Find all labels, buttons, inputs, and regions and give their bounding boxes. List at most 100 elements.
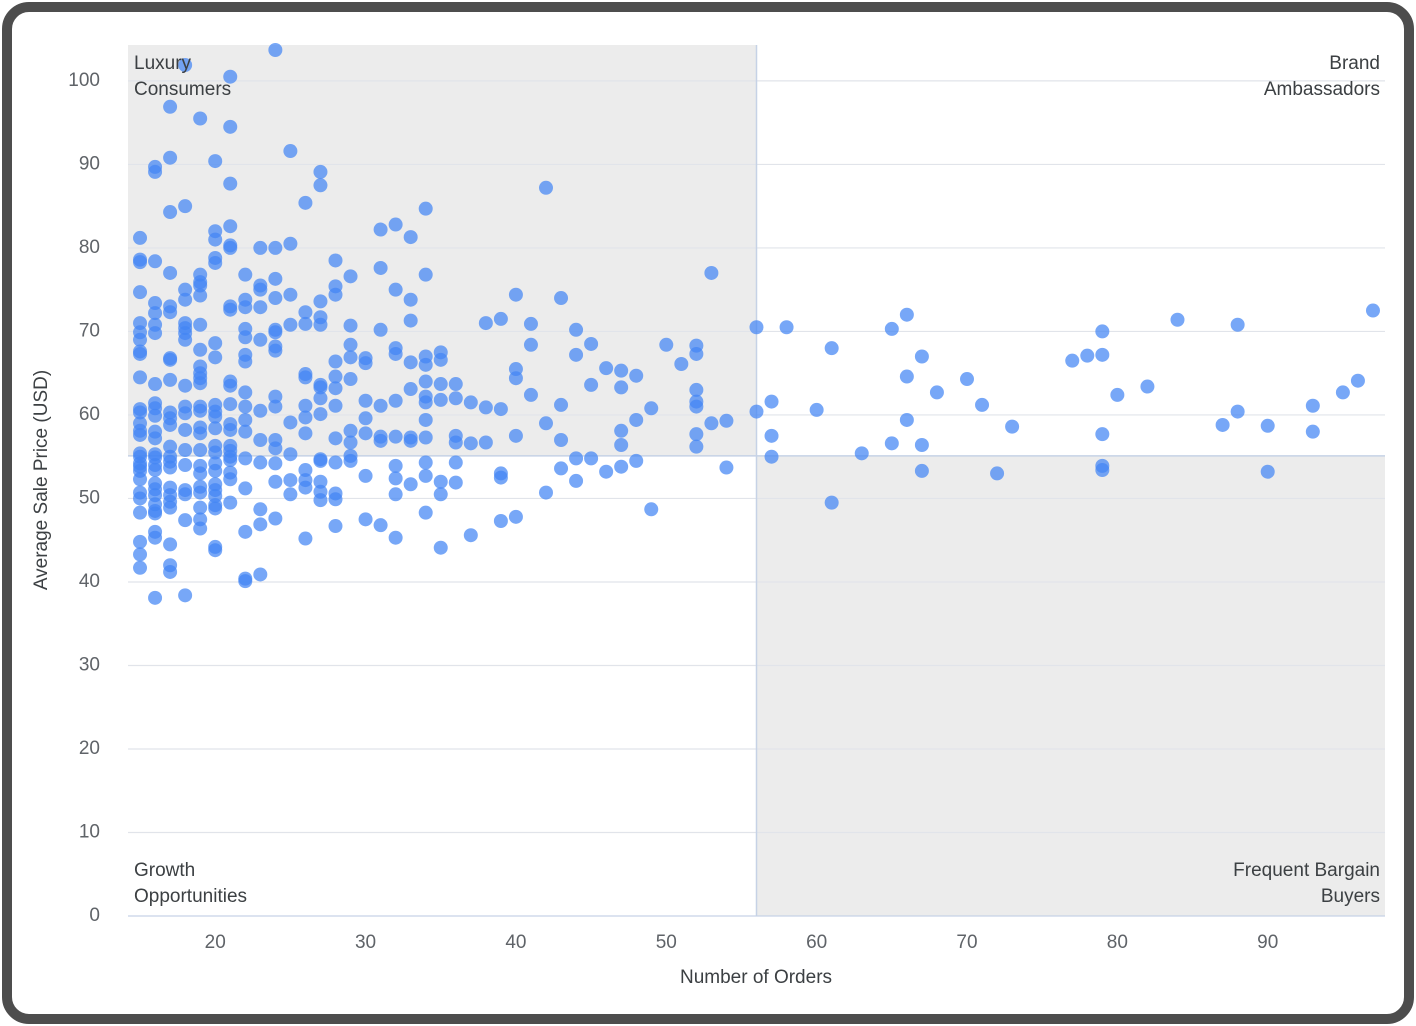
scatter-point xyxy=(178,58,193,73)
scatter-point xyxy=(629,453,644,468)
quadrant-label: Growth xyxy=(134,860,195,881)
scatter-point xyxy=(1230,317,1245,332)
scatter-point xyxy=(749,320,764,335)
y-tick-label: 90 xyxy=(79,153,100,174)
scatter-point xyxy=(238,524,253,539)
scatter-point xyxy=(298,410,313,425)
scatter-point xyxy=(554,291,569,306)
scatter-point xyxy=(193,403,208,418)
scatter-point xyxy=(1215,417,1230,432)
scatter-point xyxy=(373,322,388,337)
scatter-point xyxy=(253,502,268,517)
scatter-point xyxy=(313,380,328,395)
scatter-point xyxy=(133,405,148,420)
scatter-point xyxy=(418,267,433,282)
scatter-point xyxy=(388,346,403,361)
scatter-point xyxy=(824,495,839,510)
scatter-point xyxy=(223,69,238,84)
scatter-point xyxy=(388,429,403,444)
scatter-point xyxy=(493,514,508,529)
scatter-point xyxy=(163,305,178,320)
scatter-point xyxy=(268,271,283,286)
scatter-point xyxy=(298,305,313,320)
scatter-point xyxy=(493,470,508,485)
x-axis-label: Number of Orders xyxy=(680,967,832,988)
scatter-point xyxy=(1260,464,1275,479)
scatter-point xyxy=(148,296,163,311)
scatter-point xyxy=(328,354,343,369)
scatter-point xyxy=(238,451,253,466)
quadrant-label: Ambassadors xyxy=(1264,79,1380,100)
scatter-point xyxy=(163,99,178,114)
scatter-point xyxy=(148,254,163,269)
scatter-point xyxy=(373,398,388,413)
scatter-point xyxy=(373,260,388,275)
scatter-point xyxy=(298,398,313,413)
scatter-point xyxy=(448,435,463,450)
scatter-point xyxy=(929,385,944,400)
y-tick-label: 100 xyxy=(68,70,100,91)
scatter-point xyxy=(328,398,343,413)
scatter-point xyxy=(298,463,313,478)
scatter-point xyxy=(328,492,343,507)
scatter-point xyxy=(403,433,418,448)
scatter-point xyxy=(253,517,268,532)
scatter-point xyxy=(388,458,403,473)
quadrant-shade xyxy=(756,455,1385,916)
scatter-point xyxy=(899,307,914,322)
scatter-point xyxy=(298,367,313,382)
scatter-point xyxy=(148,326,163,341)
scatter-point xyxy=(418,374,433,389)
scatter-point xyxy=(193,500,208,515)
scatter-point xyxy=(133,560,148,575)
scatter-point xyxy=(1170,312,1185,327)
scatter-point xyxy=(283,287,298,302)
scatter-point xyxy=(268,240,283,255)
scatter-point xyxy=(253,432,268,447)
scatter-point xyxy=(163,372,178,387)
scatter-point xyxy=(208,350,223,365)
scatter-point xyxy=(764,449,779,464)
scatter-point xyxy=(1335,385,1350,400)
scatter-point xyxy=(418,357,433,372)
scatter-point xyxy=(614,363,629,378)
scatter-point xyxy=(253,282,268,297)
scatter-point xyxy=(268,441,283,456)
x-tick-label: 20 xyxy=(205,932,226,953)
scatter-point xyxy=(133,285,148,300)
scatter-point xyxy=(208,232,223,247)
scatter-point xyxy=(343,435,358,450)
scatter-point xyxy=(133,534,148,549)
scatter-point xyxy=(313,493,328,508)
scatter-point xyxy=(403,292,418,307)
scatter-point xyxy=(1305,424,1320,439)
scatter-point xyxy=(178,378,193,393)
scatter-point xyxy=(313,391,328,406)
scatter-point xyxy=(178,443,193,458)
scatter-point xyxy=(418,412,433,427)
scatter-point xyxy=(148,431,163,446)
scatter-point xyxy=(1365,303,1380,318)
scatter-point xyxy=(388,530,403,545)
scatter-point xyxy=(283,415,298,430)
scatter-point xyxy=(163,439,178,454)
scatter-point xyxy=(163,537,178,552)
scatter-point xyxy=(163,352,178,367)
scatter-point xyxy=(448,391,463,406)
scatter-point xyxy=(223,378,238,393)
scatter-point xyxy=(689,439,704,454)
scatter-point xyxy=(268,389,283,404)
scatter-point xyxy=(1080,348,1095,363)
scatter-point xyxy=(208,501,223,516)
scatter-point xyxy=(584,451,599,466)
scatter-point xyxy=(133,370,148,385)
scatter-point xyxy=(538,180,553,195)
scatter-point xyxy=(614,380,629,395)
scatter-point xyxy=(403,355,418,370)
scatter-point xyxy=(448,377,463,392)
scatter-point xyxy=(253,240,268,255)
scatter-point xyxy=(208,463,223,478)
x-tick-label: 40 xyxy=(505,932,526,953)
scatter-point xyxy=(523,337,538,352)
scatter-point xyxy=(343,448,358,463)
